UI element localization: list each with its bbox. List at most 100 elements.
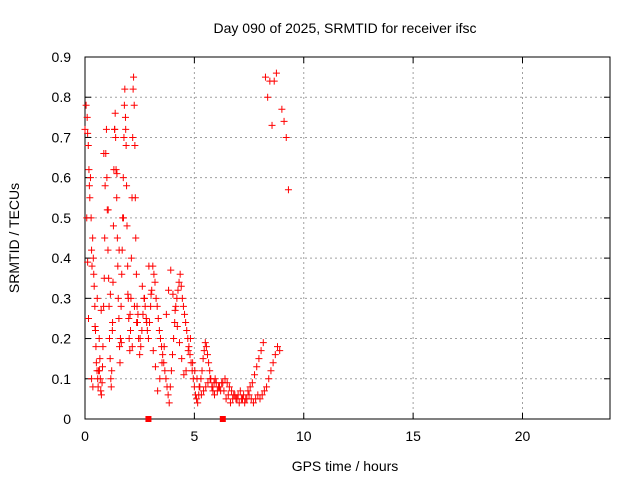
data-point (131, 141, 139, 149)
data-point (156, 375, 164, 383)
data-point (95, 367, 103, 375)
data-point (182, 318, 190, 326)
data-point (213, 387, 221, 395)
data-point (116, 343, 124, 351)
data-point (107, 375, 115, 383)
data-point (108, 327, 116, 335)
data-point (189, 359, 197, 367)
data-point (258, 391, 266, 399)
data-point (91, 322, 99, 330)
data-point (264, 93, 272, 101)
data-point (84, 141, 92, 149)
x-tick-label: 10 (296, 428, 312, 444)
data-point (270, 77, 278, 85)
data-point (169, 290, 177, 298)
data-point (186, 351, 194, 359)
y-tick-label: 0.6 (52, 170, 72, 186)
axis-marker (145, 416, 152, 422)
data-point (257, 347, 265, 355)
data-point (120, 214, 127, 222)
data-point (98, 379, 106, 387)
data-point (130, 302, 138, 310)
data-point (149, 347, 157, 355)
data-point (116, 359, 124, 367)
data-point (158, 359, 166, 367)
data-point (121, 113, 129, 121)
data-point (176, 339, 183, 347)
data-point (171, 318, 179, 326)
y-tick-label: 0 (63, 411, 71, 427)
data-point (154, 387, 162, 395)
y-axis-label: SRMTID / TECUs (6, 183, 22, 293)
data-point (104, 246, 112, 254)
data-point (246, 383, 254, 391)
data-point (88, 246, 96, 254)
data-point (88, 375, 96, 383)
data-point (84, 258, 92, 266)
data-point (115, 314, 123, 322)
data-point (248, 379, 256, 387)
data-point (89, 254, 97, 262)
data-point (95, 335, 103, 343)
data-point (99, 343, 107, 351)
data-point (260, 387, 268, 395)
data-point (113, 170, 121, 178)
data-point (259, 339, 267, 347)
data-point (143, 318, 151, 326)
data-point (161, 367, 169, 375)
data-point (127, 294, 135, 302)
data-point (152, 294, 160, 302)
data-point (272, 69, 280, 77)
data-point (178, 294, 186, 302)
data-point (160, 343, 168, 351)
data-point (106, 335, 113, 343)
chart-title: Day 090 of 2025, SRMTID for receiver ifs… (214, 20, 477, 36)
data-point (143, 327, 151, 335)
data-point (183, 327, 191, 335)
data-point (83, 214, 91, 222)
data-point (184, 347, 192, 355)
data-point (85, 166, 93, 174)
data-point (197, 391, 205, 399)
data-point (114, 294, 122, 302)
data-point (106, 290, 114, 298)
data-point (89, 383, 97, 391)
data-point (166, 383, 174, 391)
data-point (93, 294, 101, 302)
data-point (119, 174, 127, 182)
data-point (173, 322, 181, 330)
data-point (97, 391, 105, 399)
data-point (154, 314, 162, 322)
data-point (104, 206, 112, 214)
data-point (269, 359, 277, 367)
data-point (193, 375, 201, 383)
data-point (133, 318, 141, 326)
data-point (280, 117, 288, 125)
data-point (202, 383, 210, 391)
data-point (90, 270, 98, 278)
data-point (199, 355, 207, 363)
x-tick-label: 20 (515, 428, 531, 444)
data-point (218, 379, 226, 387)
data-point (159, 351, 167, 359)
data-point (242, 395, 250, 403)
data-point (131, 194, 139, 202)
data-point (145, 262, 153, 270)
data-point (88, 262, 96, 270)
data-point (202, 343, 210, 351)
y-tick-label: 0.8 (52, 89, 72, 105)
data-point (117, 339, 125, 347)
data-point (165, 286, 173, 294)
data-point (263, 383, 271, 391)
data-point (115, 246, 123, 254)
data-point (122, 141, 130, 149)
data-point (267, 367, 275, 375)
data-point (144, 335, 152, 343)
data-point (226, 399, 234, 407)
data-point (111, 109, 119, 117)
data-point (130, 101, 138, 109)
data-point (101, 182, 109, 190)
data-point (150, 270, 158, 278)
data-point (90, 282, 98, 290)
data-point (141, 294, 148, 302)
